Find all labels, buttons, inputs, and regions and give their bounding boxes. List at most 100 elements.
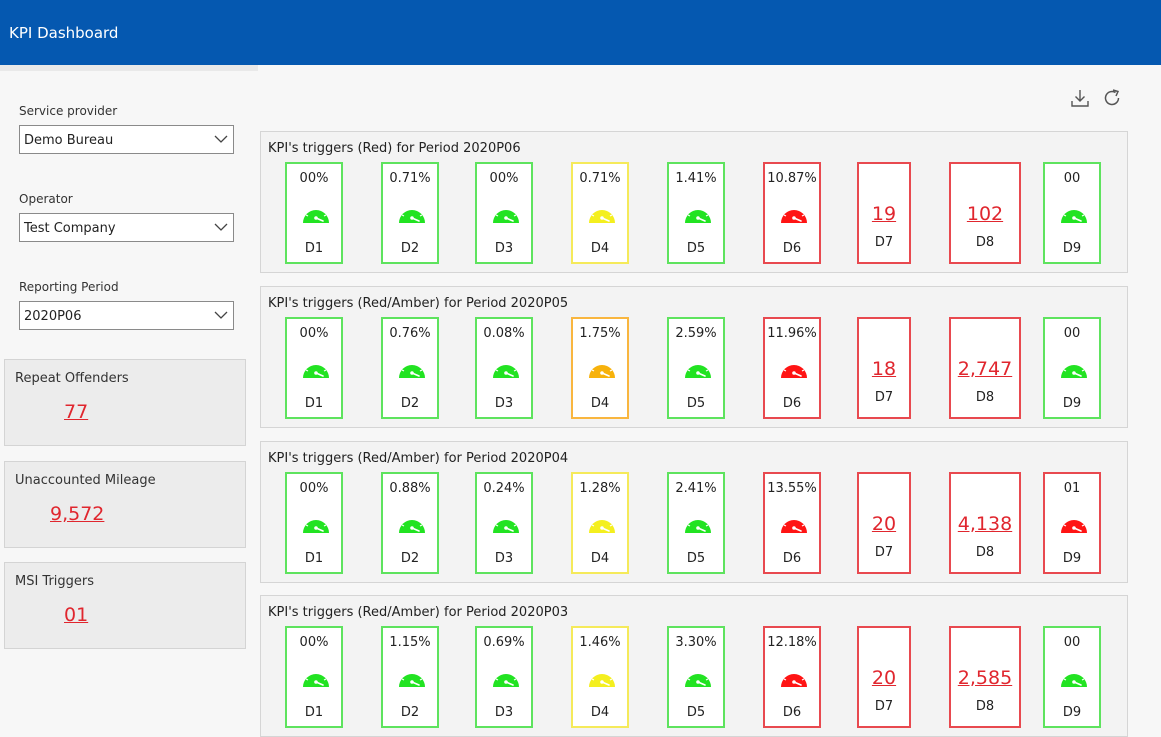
gauge-icon <box>493 205 519 223</box>
service-provider-dropdown[interactable]: Demo Bureau <box>19 125 234 154</box>
kpi-label: D3 <box>494 396 514 411</box>
kpi-label: D1 <box>304 396 324 411</box>
gauge-icon <box>685 360 711 378</box>
panel-title: KPI's triggers (Red/Amber) for Period 20… <box>268 451 569 466</box>
kpi-count-link[interactable]: 18 <box>871 358 897 380</box>
kpi-tile-d3: 0.24% D3 <box>475 472 533 574</box>
refresh-icon[interactable] <box>1101 87 1123 109</box>
kpi-tile-d8: 2,585 D8 <box>949 626 1021 728</box>
msi-triggers-card: MSI Triggers 01 <box>4 562 246 649</box>
kpi-tile-d5: 1.41% D5 <box>667 162 725 264</box>
operator-dropdown[interactable]: Test Company <box>19 213 234 242</box>
unaccounted-mileage-value[interactable]: 9,572 <box>50 503 105 525</box>
gauge-icon <box>685 515 711 533</box>
kpi-value: 0.76% <box>389 326 431 341</box>
kpi-tile-d1: 00% D1 <box>285 472 343 574</box>
kpi-value: 00% <box>299 171 329 186</box>
kpi-label: D7 <box>874 699 894 714</box>
kpi-count-link[interactable]: 20 <box>871 513 897 535</box>
gauge-icon <box>493 515 519 533</box>
kpi-label: D6 <box>782 396 802 411</box>
kpi-count-link[interactable]: 4,138 <box>957 513 1013 535</box>
unaccounted-mileage-card: Unaccounted Mileage 9,572 <box>4 461 246 548</box>
kpi-value: 00% <box>299 635 329 650</box>
kpi-value: 1.41% <box>675 171 717 186</box>
kpi-label: D2 <box>400 551 420 566</box>
kpi-count-link[interactable]: 2,747 <box>957 358 1013 380</box>
service-provider-value: Demo Bureau <box>24 133 114 148</box>
gauge-icon <box>589 515 615 533</box>
kpi-tile-d2: 0.71% D2 <box>381 162 439 264</box>
kpi-label: D4 <box>590 241 610 256</box>
operator-value: Test Company <box>24 221 116 236</box>
card-title: MSI Triggers <box>15 574 95 589</box>
kpi-tile-d6: 13.55% D6 <box>763 472 821 574</box>
kpi-tile-d7: 20 D7 <box>857 472 911 574</box>
kpi-count-link[interactable]: 19 <box>871 203 897 225</box>
kpi-tile-d7: 19 D7 <box>857 162 911 264</box>
operator-label: Operator <box>19 192 73 206</box>
gauge-icon <box>399 669 425 687</box>
reporting-period-value: 2020P06 <box>24 309 82 324</box>
kpi-value: 0.24% <box>483 481 525 496</box>
kpi-label: D6 <box>782 551 802 566</box>
kpi-tile-d1: 00% D1 <box>285 317 343 419</box>
kpi-panel-2020p04: KPI's triggers (Red/Amber) for Period 20… <box>260 441 1128 583</box>
kpi-value: 0.88% <box>389 481 431 496</box>
kpi-label: D5 <box>686 705 706 720</box>
kpi-label: D9 <box>1062 705 1082 720</box>
gauge-icon <box>493 669 519 687</box>
kpi-label: D1 <box>304 705 324 720</box>
kpi-label: D3 <box>494 551 514 566</box>
kpi-panel-2020p06: KPI's triggers (Red) for Period 2020P06 … <box>260 131 1128 273</box>
kpi-tile-d9: 00 D9 <box>1043 162 1101 264</box>
kpi-label: D2 <box>400 396 420 411</box>
kpi-label: D8 <box>975 235 995 250</box>
gauge-icon <box>589 669 615 687</box>
kpi-label: D9 <box>1062 241 1082 256</box>
gauge-icon <box>493 360 519 378</box>
kpi-value: 2.59% <box>675 326 717 341</box>
kpi-label: D7 <box>874 390 894 405</box>
kpi-value: 1.46% <box>579 635 621 650</box>
gauge-icon <box>781 205 807 223</box>
kpi-tile-d7: 18 D7 <box>857 317 911 419</box>
kpi-tile-d5: 2.41% D5 <box>667 472 725 574</box>
sidebar-shadow <box>0 65 258 71</box>
kpi-panel-2020p05: KPI's triggers (Red/Amber) for Period 20… <box>260 286 1128 428</box>
kpi-tile-d1: 00% D1 <box>285 162 343 264</box>
kpi-count-link[interactable]: 20 <box>871 667 897 689</box>
kpi-value: 0.69% <box>483 635 525 650</box>
kpi-value: 2.41% <box>675 481 717 496</box>
kpi-value: 1.75% <box>579 326 621 341</box>
kpi-label: D1 <box>304 551 324 566</box>
gauge-icon <box>781 360 807 378</box>
kpi-tile-d2: 0.88% D2 <box>381 472 439 574</box>
panel-title: KPI's triggers (Red/Amber) for Period 20… <box>268 605 569 620</box>
kpi-value: 00% <box>489 171 519 186</box>
kpi-label: D6 <box>782 705 802 720</box>
kpi-tile-d7: 20 D7 <box>857 626 911 728</box>
panel-title: KPI's triggers (Red/Amber) for Period 20… <box>268 296 569 311</box>
reporting-period-dropdown[interactable]: 2020P06 <box>19 301 234 330</box>
kpi-tile-d8: 102 D8 <box>949 162 1021 264</box>
chevron-down-icon <box>214 223 228 231</box>
kpi-label: D7 <box>874 235 894 250</box>
kpi-label: D8 <box>975 699 995 714</box>
kpi-count-link[interactable]: 102 <box>966 203 1004 225</box>
card-title: Repeat Offenders <box>15 371 129 386</box>
kpi-tile-d6: 11.96% D6 <box>763 317 821 419</box>
msi-triggers-value[interactable]: 01 <box>64 604 89 626</box>
repeat-offenders-value[interactable]: 77 <box>64 401 89 423</box>
kpi-value: 12.18% <box>767 635 817 650</box>
service-provider-label: Service provider <box>19 104 118 118</box>
gauge-icon <box>781 669 807 687</box>
gauge-icon <box>685 205 711 223</box>
download-icon[interactable] <box>1069 87 1091 109</box>
kpi-count-link[interactable]: 2,585 <box>957 667 1013 689</box>
gauge-icon <box>1061 360 1087 378</box>
gauge-icon <box>589 205 615 223</box>
gauge-icon <box>1061 205 1087 223</box>
kpi-tile-d5: 2.59% D5 <box>667 317 725 419</box>
kpi-label: D9 <box>1062 396 1082 411</box>
